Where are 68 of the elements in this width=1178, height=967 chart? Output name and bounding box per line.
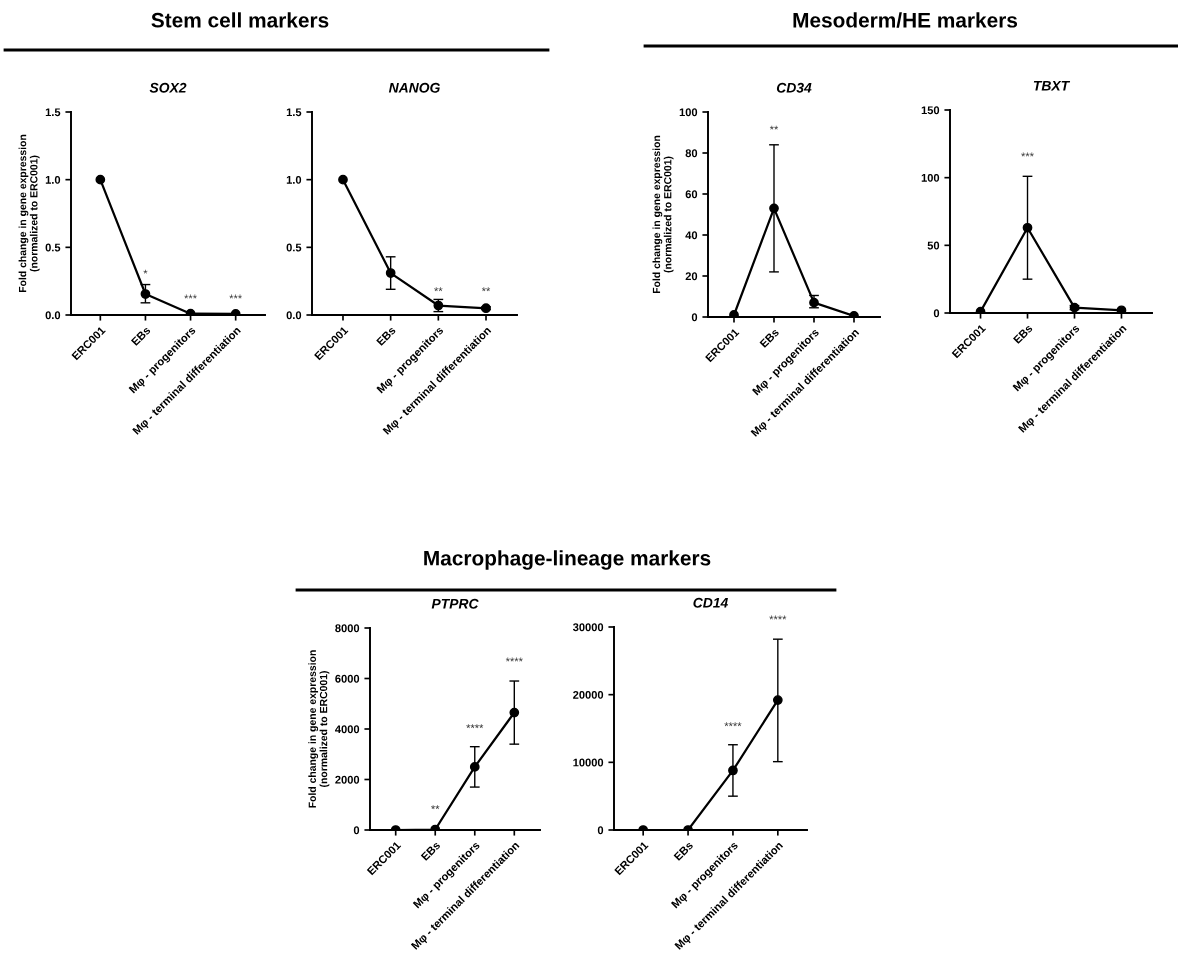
y-tick-label: 1.5: [286, 108, 302, 117]
annotation: ****: [724, 722, 742, 727]
point: [469, 762, 480, 772]
annotation: **: [434, 287, 443, 292]
point: [95, 174, 106, 185]
annotation: ****: [466, 724, 484, 729]
text: Mesoderm/HE markers: [793, 12, 1018, 28]
chart-title: SOX2: [149, 82, 187, 93]
text: ****: [769, 615, 787, 620]
y-tick-label: 100: [921, 173, 940, 182]
y-axis-title: Fold change in gene expression (normalized to ERC001): [18, 134, 40, 293]
y-tick-label: 1.0: [286, 175, 302, 184]
point: [729, 310, 739, 317]
annotation: ***: [184, 294, 197, 299]
text: Stem cell markers: [151, 12, 329, 28]
y-tick-label: 0: [691, 313, 698, 322]
y-axis-title: Fold change in gene expression (normalized to ERC001): [308, 650, 330, 808]
y-tick-label: 8000: [335, 624, 360, 633]
point: [1116, 305, 1127, 313]
point: [509, 707, 520, 718]
y-tick-label: 1.5: [45, 108, 61, 117]
point: [385, 268, 396, 278]
x-tick-label: EBs: [130, 326, 151, 346]
y-axis-title: Fold change in gene expression (normalized to ERC001): [652, 135, 674, 294]
annotation: **: [431, 805, 440, 810]
y-tick-label: 10000: [573, 758, 604, 767]
y-tick-label: 20: [685, 272, 698, 281]
x-tick-label: EBs: [1013, 324, 1033, 344]
x-tick-label: EBs: [673, 841, 694, 861]
point: [1022, 222, 1033, 233]
x-tick-label: EBs: [376, 326, 397, 346]
y-tick-label: 60: [685, 190, 698, 199]
point: [481, 303, 491, 314]
chart-title: NANOG: [388, 82, 440, 93]
y-tick-label: 50: [927, 241, 940, 250]
y-tick-label: 0.0: [286, 311, 302, 320]
point: [769, 203, 779, 214]
y-tick-label: 100: [679, 108, 698, 117]
point: [338, 174, 348, 185]
y-tick-label: 0.5: [45, 243, 61, 252]
y-tick-label: 1.0: [45, 175, 61, 184]
annotation: ***: [1021, 152, 1034, 157]
y-tick-label: 20000: [573, 690, 604, 699]
y-tick-label: 6000: [335, 674, 360, 683]
y-tick-label: 0: [597, 826, 604, 835]
y-tick-label: 40: [685, 231, 698, 240]
point: [728, 765, 738, 776]
chart-title: CD34: [776, 82, 812, 93]
point: [140, 289, 151, 299]
y-tick-label: 80: [685, 149, 698, 158]
annotation: ***: [229, 294, 242, 299]
annotation: *: [143, 269, 148, 274]
annotation: **: [481, 287, 491, 292]
y-tick-label: 0.5: [286, 243, 302, 252]
text: Macrophage-lineage markers: [424, 550, 711, 570]
y-tick-label: 30000: [572, 623, 604, 632]
y-tick-label: 4000: [335, 725, 360, 734]
chart-title: TBXT: [1033, 81, 1071, 91]
point: [772, 695, 783, 705]
y-tick-label: 0.0: [45, 311, 61, 320]
y-tick-label: 150: [921, 106, 940, 115]
y-tick-label: 0: [353, 826, 360, 835]
annotation: **: [769, 125, 779, 130]
y-tick-label: 2000: [335, 775, 360, 784]
chart-title: PTPRC: [431, 598, 479, 609]
y-tick-label: 0: [933, 309, 940, 318]
annotation: ****: [505, 657, 523, 662]
chart-title: CD14: [693, 597, 729, 608]
